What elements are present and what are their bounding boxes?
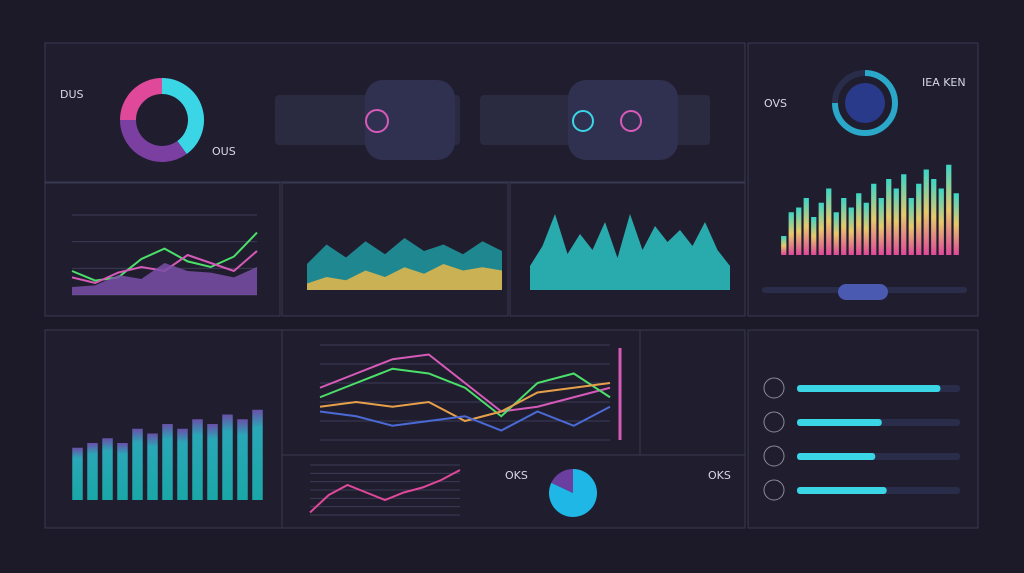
pie-slice: [120, 119, 187, 162]
bar: [871, 183, 877, 255]
bar: [901, 174, 907, 255]
bar: [893, 188, 899, 255]
gauge-core: [845, 83, 885, 123]
progress-bar: [797, 487, 887, 494]
label: OVS: [764, 97, 787, 110]
pie-slice: [120, 78, 163, 121]
bar: [222, 414, 233, 500]
bar: [192, 419, 203, 500]
panel: [281, 454, 746, 529]
area: [72, 263, 257, 295]
line: [319, 367, 611, 418]
card: [568, 80, 678, 160]
icon: [763, 479, 785, 501]
bar: [886, 179, 892, 255]
icon: [365, 109, 389, 133]
bar: [826, 188, 832, 255]
bar: [87, 443, 98, 500]
progress-bar: [797, 385, 941, 392]
pie-slice: [549, 469, 598, 517]
bar: [72, 447, 83, 500]
pie-slice: [161, 78, 204, 154]
bar: [856, 193, 862, 255]
progress-bar: [797, 419, 882, 426]
area: [307, 264, 502, 290]
panel: [747, 329, 979, 529]
bar: [207, 424, 218, 500]
card: [365, 80, 455, 160]
bar: [811, 217, 817, 255]
panel: [639, 329, 746, 456]
label: OKS: [708, 469, 731, 482]
icon: [763, 377, 785, 399]
area: [530, 214, 730, 290]
bar: [237, 419, 248, 500]
label: OUS: [212, 145, 236, 158]
pie-slice: [832, 70, 866, 104]
slider-thumb: [838, 284, 888, 300]
bar: [848, 207, 854, 255]
icon: [763, 445, 785, 467]
bar: [803, 198, 809, 255]
line: [319, 382, 611, 423]
progress-bar: [797, 453, 876, 460]
bar: [788, 212, 794, 255]
panel: [281, 329, 641, 456]
icon: [572, 110, 594, 132]
bar: [878, 198, 884, 255]
bar: [818, 202, 824, 255]
bar: [916, 183, 922, 255]
bar: [908, 198, 914, 255]
label: OKS: [505, 469, 528, 482]
bar: [117, 443, 128, 500]
bar: [923, 169, 929, 255]
line: [309, 469, 461, 514]
bar: [132, 428, 143, 500]
line: [319, 405, 611, 432]
icon: [763, 411, 785, 433]
bar: [102, 438, 113, 500]
bar: [162, 424, 173, 500]
bar: [841, 198, 847, 255]
bar: [953, 193, 959, 255]
cards: [275, 80, 967, 440]
line: [319, 353, 611, 413]
bar: [177, 428, 188, 500]
bar: [863, 202, 869, 255]
bar: [781, 236, 787, 255]
bar: [147, 433, 158, 500]
label: DUS: [60, 88, 84, 101]
bar: [252, 409, 263, 500]
pie-slice: [832, 70, 898, 136]
bar: [931, 179, 937, 255]
label: IEA KEN: [922, 76, 966, 89]
bar: [946, 164, 952, 255]
bar: [938, 188, 944, 255]
bar: [796, 207, 802, 255]
icon: [620, 110, 642, 132]
pie-slice: [551, 469, 573, 493]
bar: [833, 212, 839, 255]
